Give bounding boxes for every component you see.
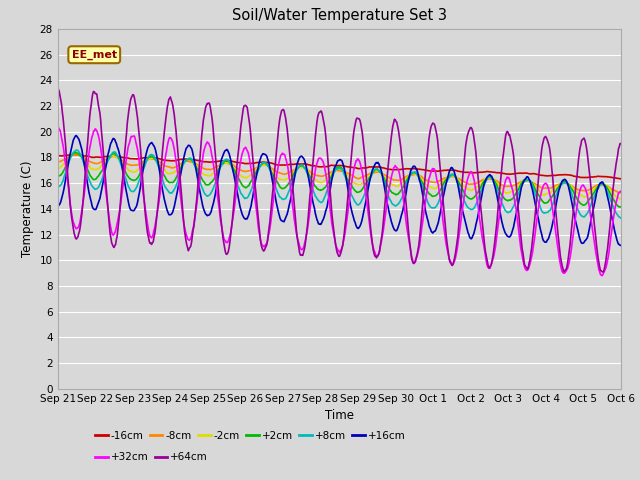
-16cm xyxy=(64,152,72,158)
+2cm xyxy=(617,204,625,210)
+64cm xyxy=(64,173,72,179)
+2cm xyxy=(425,191,433,196)
Line: +2cm: +2cm xyxy=(58,152,621,207)
-16cm xyxy=(54,153,61,158)
-2cm xyxy=(64,157,72,163)
+64cm xyxy=(617,141,625,146)
-16cm xyxy=(617,176,625,182)
+16cm xyxy=(180,155,188,160)
+2cm xyxy=(408,170,416,176)
+32cm xyxy=(209,156,216,162)
Line: -16cm: -16cm xyxy=(58,155,621,179)
+16cm xyxy=(54,203,61,209)
+64cm xyxy=(424,144,432,150)
+64cm xyxy=(122,139,129,144)
-16cm xyxy=(408,166,416,171)
Line: +8cm: +8cm xyxy=(58,150,621,218)
X-axis label: Time: Time xyxy=(324,409,354,422)
Legend: +32cm, +64cm: +32cm, +64cm xyxy=(91,448,212,467)
Line: -8cm: -8cm xyxy=(58,155,621,193)
-16cm xyxy=(210,159,218,165)
+8cm xyxy=(180,161,188,167)
-2cm xyxy=(210,170,218,176)
+16cm xyxy=(617,242,625,248)
-16cm xyxy=(425,168,433,174)
-2cm xyxy=(408,171,416,177)
+2cm xyxy=(64,160,72,166)
+16cm xyxy=(210,200,218,206)
-2cm xyxy=(180,159,188,165)
+32cm xyxy=(64,180,72,185)
Line: -2cm: -2cm xyxy=(58,152,621,199)
Y-axis label: Temperature (C): Temperature (C) xyxy=(21,160,34,257)
-8cm xyxy=(54,159,61,165)
-8cm xyxy=(617,190,625,196)
+32cm xyxy=(598,273,606,278)
Line: +64cm: +64cm xyxy=(58,88,621,272)
+2cm xyxy=(72,149,79,155)
+8cm xyxy=(425,202,433,207)
-2cm xyxy=(425,183,433,189)
-16cm xyxy=(70,152,78,157)
+32cm xyxy=(54,122,61,128)
+16cm xyxy=(72,133,80,139)
-8cm xyxy=(210,166,218,171)
+2cm xyxy=(54,174,61,180)
Line: +16cm: +16cm xyxy=(58,136,621,245)
+8cm xyxy=(617,215,625,221)
-2cm xyxy=(123,165,131,171)
+32cm xyxy=(617,188,625,194)
+8cm xyxy=(64,162,72,168)
-16cm xyxy=(180,156,188,162)
+32cm xyxy=(408,254,415,260)
+8cm xyxy=(72,147,80,153)
-8cm xyxy=(180,159,188,165)
+8cm xyxy=(54,183,61,189)
+8cm xyxy=(408,169,416,175)
Title: Soil/Water Temperature Set 3: Soil/Water Temperature Set 3 xyxy=(232,9,447,24)
+2cm xyxy=(180,160,188,166)
+16cm xyxy=(425,222,433,228)
+64cm xyxy=(209,121,216,127)
-8cm xyxy=(425,179,433,184)
+64cm xyxy=(599,269,607,275)
+64cm xyxy=(179,211,187,216)
-8cm xyxy=(123,160,131,166)
-8cm xyxy=(74,152,81,157)
-2cm xyxy=(71,149,79,155)
-16cm xyxy=(123,155,131,161)
-2cm xyxy=(617,196,625,202)
+8cm xyxy=(210,185,218,191)
+16cm xyxy=(123,190,131,195)
+8cm xyxy=(123,178,131,184)
+32cm xyxy=(424,181,432,187)
Text: EE_met: EE_met xyxy=(72,49,117,60)
+32cm xyxy=(179,214,187,219)
+16cm xyxy=(64,164,72,170)
-2cm xyxy=(54,166,61,171)
-8cm xyxy=(64,155,72,160)
+32cm xyxy=(122,161,129,167)
+2cm xyxy=(210,177,218,183)
+2cm xyxy=(616,204,623,210)
-8cm xyxy=(408,172,416,178)
+2cm xyxy=(123,171,131,177)
+64cm xyxy=(54,85,61,91)
+16cm xyxy=(408,165,416,170)
+64cm xyxy=(408,256,415,262)
Line: +32cm: +32cm xyxy=(58,125,621,276)
